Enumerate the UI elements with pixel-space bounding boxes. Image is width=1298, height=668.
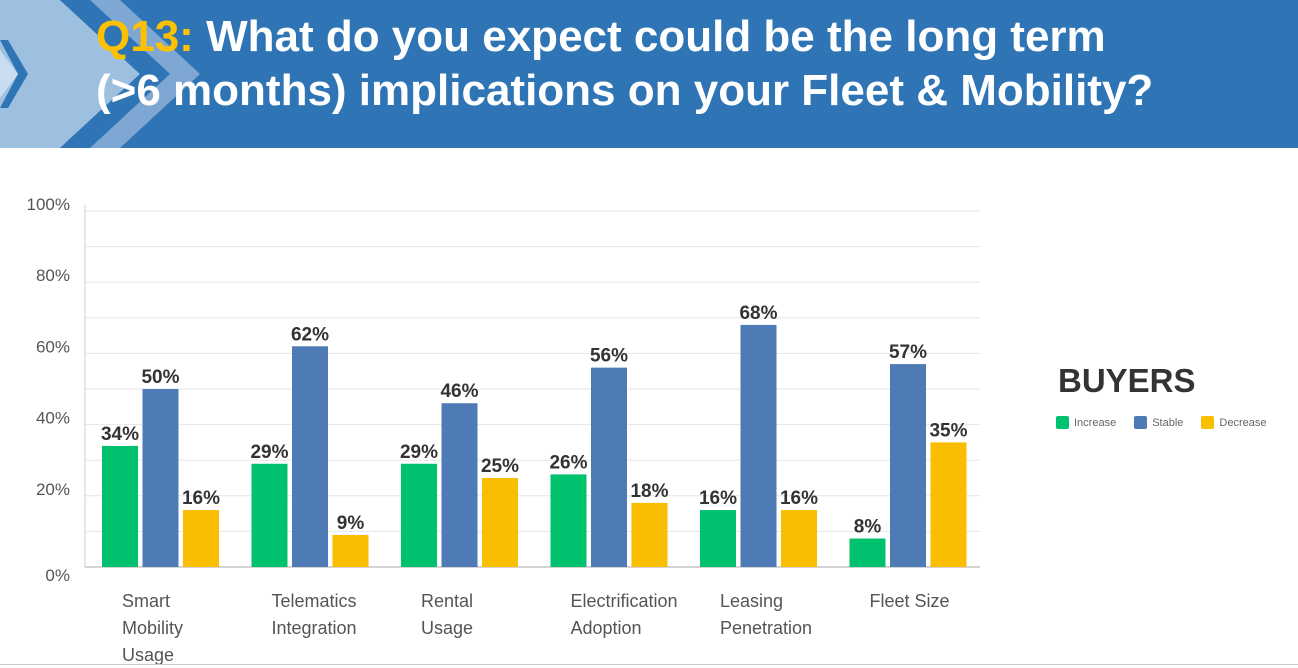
- bar-increase: [700, 510, 736, 567]
- bar-decrease: [631, 502, 668, 567]
- data-label: 18%: [630, 481, 668, 502]
- bar-stable: [591, 367, 627, 567]
- page-title: Q13: What do you expect could be the lon…: [96, 10, 1153, 118]
- divider: [0, 664, 1298, 665]
- bar-chart: 0% 20% 40% 60% 80% 100% 34% 50% 16% Smart Mobility…: [27, 195, 980, 665]
- header-banner: Q13: What do you expect could be the lon…: [0, 0, 1298, 148]
- x-tick-label: Penetration: [720, 618, 812, 638]
- question-number: Q13:: [96, 12, 194, 61]
- data-label: 16%: [699, 488, 737, 509]
- x-tick-label: Rental: [421, 591, 473, 611]
- data-label: 8%: [854, 517, 882, 538]
- bar-decrease: [332, 534, 369, 567]
- bar-stable: [142, 389, 179, 567]
- data-label: 16%: [780, 488, 818, 509]
- bar-decrease: [781, 510, 817, 567]
- x-tick-label: Fleet Size: [870, 591, 950, 611]
- x-tick-label: Electrification: [571, 591, 678, 611]
- x-tick-label: Leasing: [720, 591, 783, 611]
- title-line-1: What do you expect could be the long ter…: [206, 12, 1106, 61]
- y-tick-label: 60%: [36, 337, 70, 356]
- data-label: 62%: [291, 324, 329, 345]
- data-label: 68%: [739, 303, 777, 324]
- bar-decrease: [482, 478, 518, 567]
- y-tick-label: 40%: [36, 409, 70, 428]
- data-label: 56%: [590, 346, 628, 367]
- x-tick-label: Integration: [272, 618, 357, 638]
- bar-decrease: [183, 510, 219, 567]
- x-tick-label: Telematics: [272, 591, 357, 611]
- bar-decrease: [930, 442, 967, 567]
- y-tick-label: 100%: [27, 195, 70, 214]
- bar-stable: [890, 364, 926, 567]
- y-tick-label: 20%: [36, 480, 70, 499]
- data-label: 25%: [481, 456, 519, 477]
- data-label: 57%: [889, 342, 927, 363]
- bar-increase: [102, 445, 138, 567]
- bar-stable: [292, 346, 328, 567]
- x-tick-label: Smart: [122, 591, 170, 611]
- data-label: 26%: [549, 452, 587, 473]
- data-label: 35%: [929, 420, 967, 441]
- data-label: 46%: [440, 381, 478, 402]
- bar-stable: [740, 324, 777, 567]
- bar-increase: [550, 474, 587, 567]
- bar-stable: [441, 403, 478, 567]
- legend-item-stable: Stable: [1134, 416, 1183, 429]
- legend-title: BUYERS: [1058, 362, 1196, 399]
- title-line-2: (>6 months) implications on your Fleet &…: [96, 66, 1154, 115]
- bar-increase: [849, 538, 886, 567]
- y-tick-label: 0%: [45, 566, 70, 585]
- data-label: 16%: [182, 488, 220, 509]
- data-label: 34%: [101, 424, 139, 445]
- x-tick-label: Adoption: [571, 618, 642, 638]
- data-label: 9%: [337, 513, 365, 534]
- x-tick-label: Mobility: [122, 618, 183, 638]
- data-label: 50%: [141, 367, 179, 388]
- chevron-decoration-icon: [0, 0, 200, 148]
- data-label: 29%: [400, 442, 438, 463]
- legend-item-increase: Increase: [1056, 416, 1116, 429]
- x-tick-label: Usage: [122, 645, 174, 665]
- bar-increase: [401, 463, 437, 567]
- data-label: 29%: [250, 442, 288, 463]
- y-tick-label: 80%: [36, 266, 70, 285]
- legend: Increase Stable Decrease: [1056, 416, 1266, 429]
- legend-item-decrease: Decrease: [1201, 416, 1266, 429]
- x-tick-label: Usage: [421, 618, 473, 638]
- bar-increase: [251, 463, 288, 567]
